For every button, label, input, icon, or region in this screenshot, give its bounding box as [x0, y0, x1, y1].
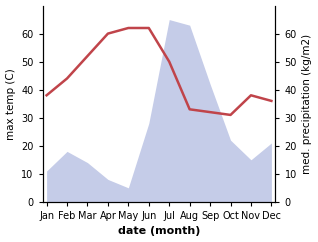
X-axis label: date (month): date (month) — [118, 227, 200, 236]
Y-axis label: max temp (C): max temp (C) — [5, 68, 16, 140]
Y-axis label: med. precipitation (kg/m2): med. precipitation (kg/m2) — [302, 34, 313, 174]
